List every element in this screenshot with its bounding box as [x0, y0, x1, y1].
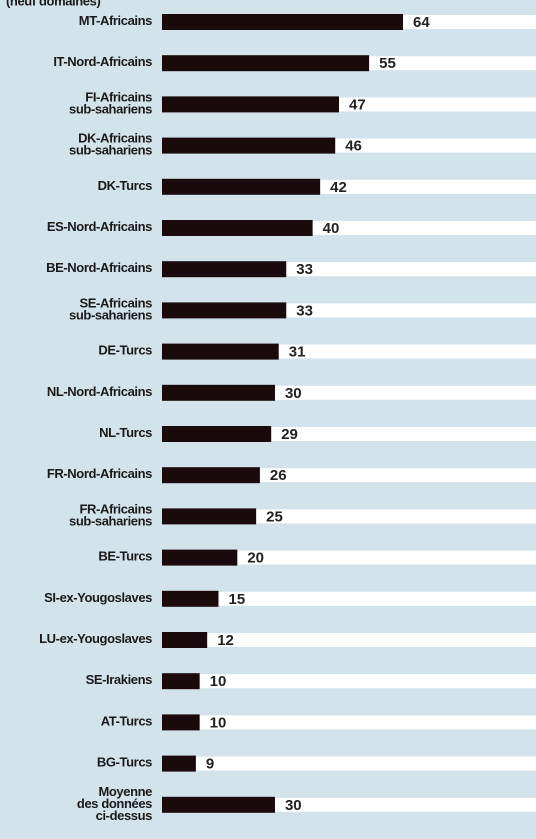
- category-label: BE-Nord-Africains: [46, 261, 152, 276]
- category-line: BE-Turcs: [98, 549, 152, 564]
- row-stripe: [162, 715, 536, 730]
- bar: [162, 632, 208, 648]
- bar: [162, 14, 403, 30]
- category-line: FR-Nord-Africains: [47, 467, 152, 482]
- bar: [162, 55, 370, 72]
- value-label: 30: [285, 797, 302, 814]
- category-line: FI-Africains: [85, 90, 152, 105]
- category-line: FR-Africains: [80, 502, 153, 517]
- category-line: AT-Turcs: [101, 714, 152, 729]
- value-label: 9: [206, 756, 214, 773]
- bar: [162, 343, 279, 360]
- category-line: BG-Turcs: [97, 755, 152, 770]
- category-line: NL-Turcs: [99, 425, 152, 440]
- value-label: 10: [210, 714, 227, 731]
- category-label: BG-Turcs: [97, 755, 152, 770]
- value-label: 26: [270, 467, 287, 484]
- category-line: SE-Irakiens: [86, 673, 153, 688]
- row-stripe: [162, 591, 536, 606]
- category-line: BE-Nord-Africains: [46, 261, 152, 276]
- category-line: NL-Nord-Africains: [47, 384, 152, 399]
- category-line: DK-Africains: [78, 131, 152, 146]
- value-label: 12: [217, 632, 234, 649]
- bar: [162, 261, 287, 278]
- category-line: SI-ex-Yougoslaves: [44, 590, 152, 605]
- bar: [162, 549, 238, 566]
- category-line: sub-sahariens: [69, 514, 152, 529]
- bar: [162, 302, 287, 319]
- category-line: ES-Nord-Africains: [47, 219, 152, 234]
- value-label: 46: [345, 138, 362, 155]
- row-stripe: [162, 756, 536, 771]
- value-label: 40: [323, 220, 340, 237]
- value-label: 31: [289, 344, 306, 361]
- category-label: SE-Irakiens: [86, 673, 153, 688]
- category-label: DK-Africains sub-sahariens: [69, 131, 152, 158]
- category-label: FR-Nord-Africains: [47, 467, 152, 482]
- value-label: 25: [266, 508, 283, 525]
- bar: [162, 137, 336, 154]
- row-stripe: [162, 633, 536, 647]
- category-label: DK-Turcs: [98, 178, 153, 193]
- category-label: DE-Turcs: [98, 343, 152, 358]
- category-label: IT-Nord-Africains: [53, 55, 152, 70]
- category-label: FI-Africains sub-sahariens: [69, 90, 152, 117]
- category-label: NL-Nord-Africains: [47, 384, 152, 399]
- value-label: 33: [296, 302, 313, 319]
- category-line: IT-Nord-Africains: [53, 55, 152, 70]
- category-line: LU-ex-Yougoslaves: [39, 631, 152, 646]
- value-label: 33: [296, 261, 313, 278]
- value-label: 10: [210, 673, 227, 690]
- row-stripe: [162, 674, 536, 689]
- category-label: ES-Nord-Africains: [47, 219, 152, 234]
- bar: [162, 508, 257, 525]
- category-label: Moyenne des données ci-dessus: [77, 784, 152, 823]
- bar: [162, 220, 313, 236]
- bar: [162, 96, 339, 113]
- category-label: BE-Turcs: [98, 549, 152, 564]
- bar: [162, 673, 200, 690]
- category-line: des données: [77, 796, 152, 811]
- category-line: MT-Africains: [79, 13, 152, 28]
- value-label: 30: [285, 385, 302, 402]
- bar: [162, 384, 275, 401]
- value-label: 55: [379, 55, 396, 72]
- value-label: 64: [413, 14, 430, 31]
- category-label: SI-ex-Yougoslaves: [44, 590, 152, 605]
- chart-subtitle: (neuf domaines): [6, 0, 100, 8]
- category-label: SE-Africains sub-sahariens: [69, 296, 152, 323]
- value-label: 29: [281, 426, 298, 443]
- category-line: sub-sahariens: [69, 308, 152, 323]
- bar: [162, 467, 260, 484]
- row-stripe: [162, 550, 536, 565]
- bar: [162, 796, 275, 813]
- bar: [162, 755, 196, 772]
- value-label: 47: [349, 96, 366, 113]
- bar: [162, 590, 219, 607]
- category-label: AT-Turcs: [101, 714, 152, 729]
- category-line: sub-sahariens: [69, 102, 152, 117]
- category-label: FR-Africains sub-sahariens: [69, 502, 152, 529]
- category-line: DK-Turcs: [98, 178, 153, 193]
- category-line: sub-sahariens: [69, 143, 152, 158]
- category-line: ci-dessus: [96, 808, 153, 823]
- category-label: NL-Turcs: [99, 425, 152, 440]
- value-label: 15: [228, 591, 245, 608]
- bar: [162, 714, 200, 731]
- bar: [162, 178, 321, 195]
- category-line: SE-Africains: [79, 296, 152, 311]
- category-label: LU-ex-Yougoslaves: [39, 631, 152, 646]
- value-label: 20: [247, 550, 264, 567]
- category-line: Moyenne: [98, 784, 152, 799]
- bar: [162, 426, 272, 442]
- category-label: MT-Africains: [79, 13, 152, 28]
- category-line: DE-Turcs: [98, 343, 152, 358]
- value-label: 42: [330, 179, 347, 196]
